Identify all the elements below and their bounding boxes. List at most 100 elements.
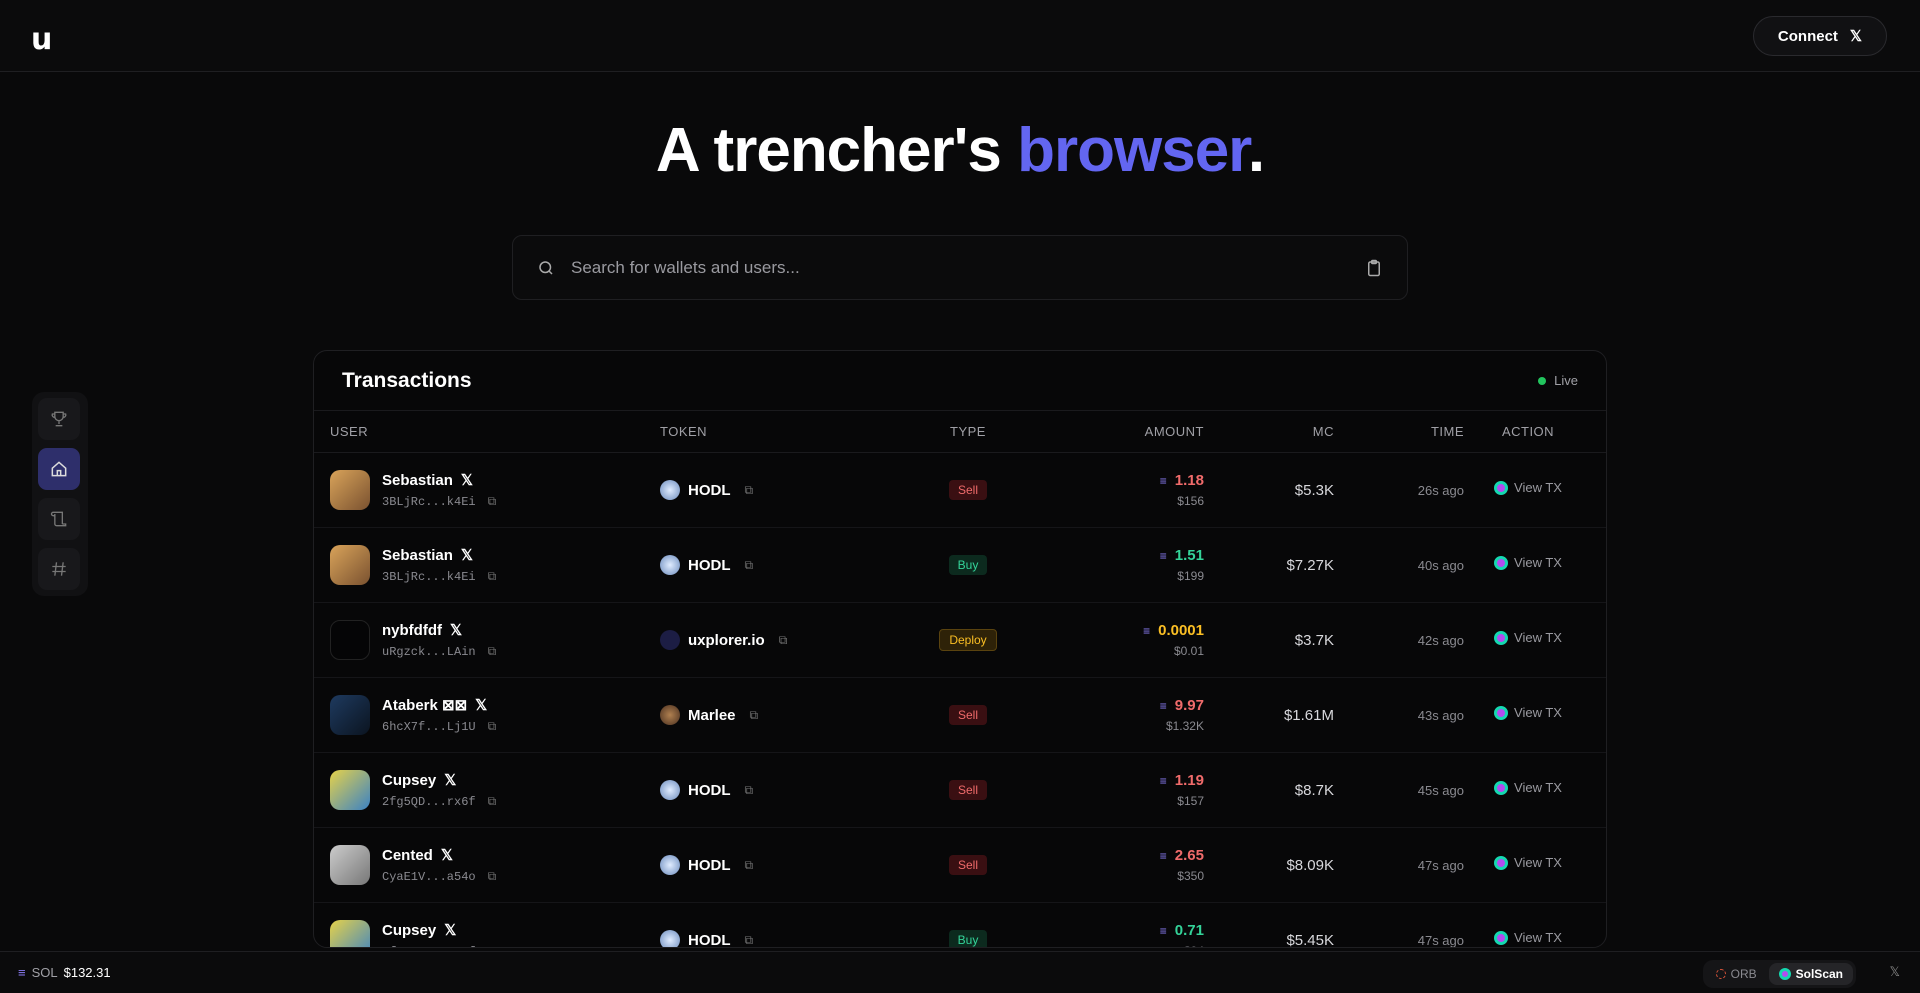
- copy-icon[interactable]: ⧉: [488, 945, 497, 947]
- connect-button[interactable]: Connect 𝕏: [1752, 16, 1887, 56]
- user-name[interactable]: Ataberk ⊠⊠: [382, 697, 468, 714]
- x-icon[interactable]: 𝕏: [1889, 964, 1900, 979]
- col-time: TIME: [1430, 424, 1464, 439]
- copy-icon[interactable]: ⧉: [487, 570, 497, 584]
- amount-usd: $199: [1177, 569, 1204, 583]
- transactions-title: Transactions: [342, 368, 472, 392]
- sidebar-item-hashtag[interactable]: [38, 548, 80, 590]
- search-input[interactable]: [571, 257, 1365, 278]
- solana-icon: ≡: [1159, 774, 1167, 788]
- avatar[interactable]: [330, 695, 370, 735]
- copy-icon[interactable]: ⧉: [487, 645, 497, 659]
- page-title: A trencher's browser.: [0, 115, 1920, 186]
- token-name[interactable]: Marlee: [688, 706, 736, 724]
- view-tx-link[interactable]: View TX: [1494, 855, 1562, 870]
- amount-sol: 2.65: [1174, 847, 1204, 864]
- copy-icon[interactable]: ⧉: [487, 720, 497, 734]
- token-name[interactable]: HODL: [688, 856, 731, 874]
- wallet-address: 2fg5QD...rx6f: [382, 795, 476, 809]
- amount-sol: 1.19: [1174, 772, 1204, 789]
- token-name[interactable]: uxplorer.io: [688, 631, 765, 649]
- x-icon[interactable]: 𝕏: [444, 922, 457, 939]
- time-ago: 43s ago: [1417, 707, 1464, 723]
- x-icon[interactable]: 𝕏: [444, 772, 457, 789]
- user-name[interactable]: Cented: [382, 846, 433, 864]
- amount-usd: $1.32K: [1165, 719, 1204, 733]
- user-name[interactable]: Cupsey: [382, 771, 437, 789]
- copy-icon[interactable]: ⧉: [744, 557, 754, 572]
- avatar[interactable]: [330, 770, 370, 810]
- type-badge: Deploy: [939, 629, 997, 651]
- title-prefix: A trencher's: [655, 116, 1018, 185]
- token-name[interactable]: HODL: [688, 481, 731, 499]
- view-tx-link[interactable]: View TX: [1494, 780, 1562, 795]
- solscan-icon: [1494, 705, 1509, 720]
- view-tx-link[interactable]: View TX: [1494, 555, 1562, 570]
- type-badge: Sell: [948, 780, 987, 800]
- view-tx-link[interactable]: View TX: [1494, 630, 1562, 645]
- solana-icon: ≡: [1159, 924, 1167, 938]
- copy-icon[interactable]: ⧉: [744, 932, 754, 947]
- market-cap: $8.7K: [1294, 781, 1334, 799]
- type-badge: Sell: [948, 855, 987, 875]
- token-icon: [660, 705, 680, 725]
- sidebar-item-home[interactable]: [38, 448, 80, 490]
- sidebar-item-leaderboard[interactable]: [38, 398, 80, 440]
- x-icon[interactable]: 𝕏: [440, 847, 453, 864]
- avatar[interactable]: [330, 620, 370, 660]
- explorer-orb[interactable]: ORB: [1706, 963, 1767, 985]
- avatar[interactable]: [330, 920, 370, 947]
- copy-icon[interactable]: ⧉: [487, 495, 497, 509]
- solscan-icon: [1494, 930, 1509, 945]
- user-name[interactable]: Cupsey: [382, 921, 437, 939]
- x-icon[interactable]: 𝕏: [449, 622, 463, 639]
- x-icon[interactable]: 𝕏: [460, 472, 473, 489]
- token-icon: [660, 480, 680, 500]
- col-action: ACTION: [1501, 424, 1555, 439]
- user-name[interactable]: Sebastian: [382, 471, 453, 489]
- view-tx-link[interactable]: View TX: [1494, 930, 1562, 945]
- copy-icon[interactable]: ⧉: [749, 707, 759, 722]
- solana-icon: ≡: [1143, 624, 1151, 638]
- x-icon[interactable]: 𝕏: [460, 547, 473, 564]
- view-tx-label: View TX: [1514, 630, 1562, 646]
- solscan-icon: [1494, 855, 1509, 870]
- amount-usd: $157: [1177, 794, 1204, 808]
- market-cap: $5.3K: [1294, 481, 1334, 499]
- copy-icon[interactable]: ⧉: [744, 782, 754, 797]
- x-icon: 𝕏: [1849, 28, 1862, 45]
- sidebar-item-scroll[interactable]: [38, 498, 80, 540]
- status-bar: ≡ SOL $132.31 ORB SolScan 𝕏: [0, 951, 1920, 993]
- token-name[interactable]: HODL: [688, 556, 731, 574]
- copy-icon[interactable]: ⧉: [744, 482, 754, 497]
- copy-icon[interactable]: ⧉: [778, 632, 788, 647]
- view-tx-link[interactable]: View TX: [1494, 480, 1562, 495]
- user-name[interactable]: Sebastian: [382, 546, 453, 564]
- token-icon: [660, 855, 680, 875]
- token-name[interactable]: HODL: [688, 781, 731, 799]
- wallet-address: 3BLjRc...k4Ei: [382, 570, 476, 584]
- market-cap: $5.45K: [1286, 931, 1334, 948]
- avatar[interactable]: [330, 545, 370, 585]
- x-icon[interactable]: 𝕏: [475, 697, 488, 714]
- explorer-solscan[interactable]: SolScan: [1768, 963, 1853, 985]
- market-cap: $3.7K: [1294, 631, 1334, 649]
- amount-usd: $156: [1177, 494, 1204, 508]
- search-icon: [539, 260, 553, 275]
- logo[interactable]: u: [31, 22, 53, 57]
- sidebar: [32, 392, 88, 596]
- copy-icon[interactable]: ⧉: [744, 857, 754, 872]
- clipboard-icon[interactable]: [1365, 258, 1383, 278]
- token-name[interactable]: HODL: [688, 931, 731, 948]
- user-name[interactable]: nybfdfdf: [382, 621, 442, 639]
- avatar[interactable]: [330, 470, 370, 510]
- time-ago: 47s ago: [1417, 857, 1464, 873]
- view-tx-link[interactable]: View TX: [1494, 705, 1562, 720]
- live-indicator: Live: [1538, 373, 1578, 388]
- time-ago: 47s ago: [1417, 932, 1464, 948]
- avatar[interactable]: [330, 845, 370, 885]
- copy-icon[interactable]: ⧉: [487, 870, 497, 884]
- time-ago: 45s ago: [1417, 782, 1464, 798]
- copy-icon[interactable]: ⧉: [487, 795, 497, 809]
- view-tx-label: View TX: [1514, 930, 1562, 946]
